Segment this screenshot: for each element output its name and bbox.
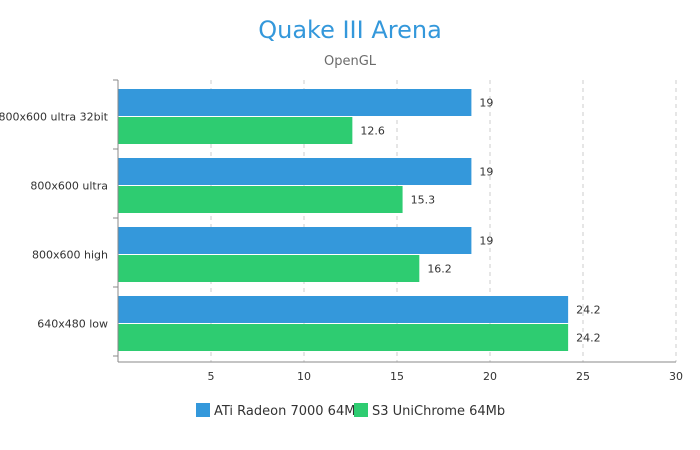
data-label: 19 [479, 166, 493, 179]
data-label: 16.2 [427, 263, 452, 276]
legend-swatch [354, 403, 368, 417]
x-tick-label: 5 [208, 370, 215, 383]
bar-series-2 [118, 255, 420, 282]
bars [118, 89, 569, 351]
data-label: 15.3 [411, 194, 436, 207]
labels: 5 10 15 20 25 30 19 12.6 800x600 ultra 32bit 19 15… [0, 97, 683, 384]
data-label: 24.2 [576, 304, 601, 317]
category-label: 800x600 ultra [30, 180, 108, 193]
chart-title: Quake III Arena [258, 16, 442, 44]
category-label: 640x480 low [37, 318, 108, 331]
bar-series-1 [118, 296, 569, 323]
data-label: 24.2 [576, 332, 601, 345]
bar-series-1 [118, 158, 472, 185]
category-label: 800x600 high [32, 249, 108, 262]
bar-series-1 [118, 89, 472, 116]
data-label: 12.6 [360, 125, 385, 138]
category-label: 800x600 ultra 32bit [0, 111, 109, 124]
bar-series-2 [118, 186, 403, 213]
chart-subtitle: OpenGL [324, 54, 377, 69]
x-tick-label: 30 [669, 370, 683, 383]
x-tick-label: 25 [576, 370, 590, 383]
bar-series-2 [118, 324, 569, 351]
x-tick-label: 10 [297, 370, 311, 383]
legend: ATi Radeon 7000 64Mb S3 UniChrome 64Mb [196, 403, 505, 419]
axes [113, 79, 676, 363]
legend-swatch [196, 403, 210, 417]
data-label: 19 [479, 235, 493, 248]
data-label: 19 [479, 97, 493, 110]
x-tick-label: 20 [483, 370, 497, 383]
x-tick-label: 15 [390, 370, 404, 383]
legend-label: ATi Radeon 7000 64Mb [214, 404, 364, 419]
bar-series-1 [118, 227, 472, 254]
legend-label: S3 UniChrome 64Mb [372, 404, 505, 419]
bar-series-2 [118, 117, 353, 144]
